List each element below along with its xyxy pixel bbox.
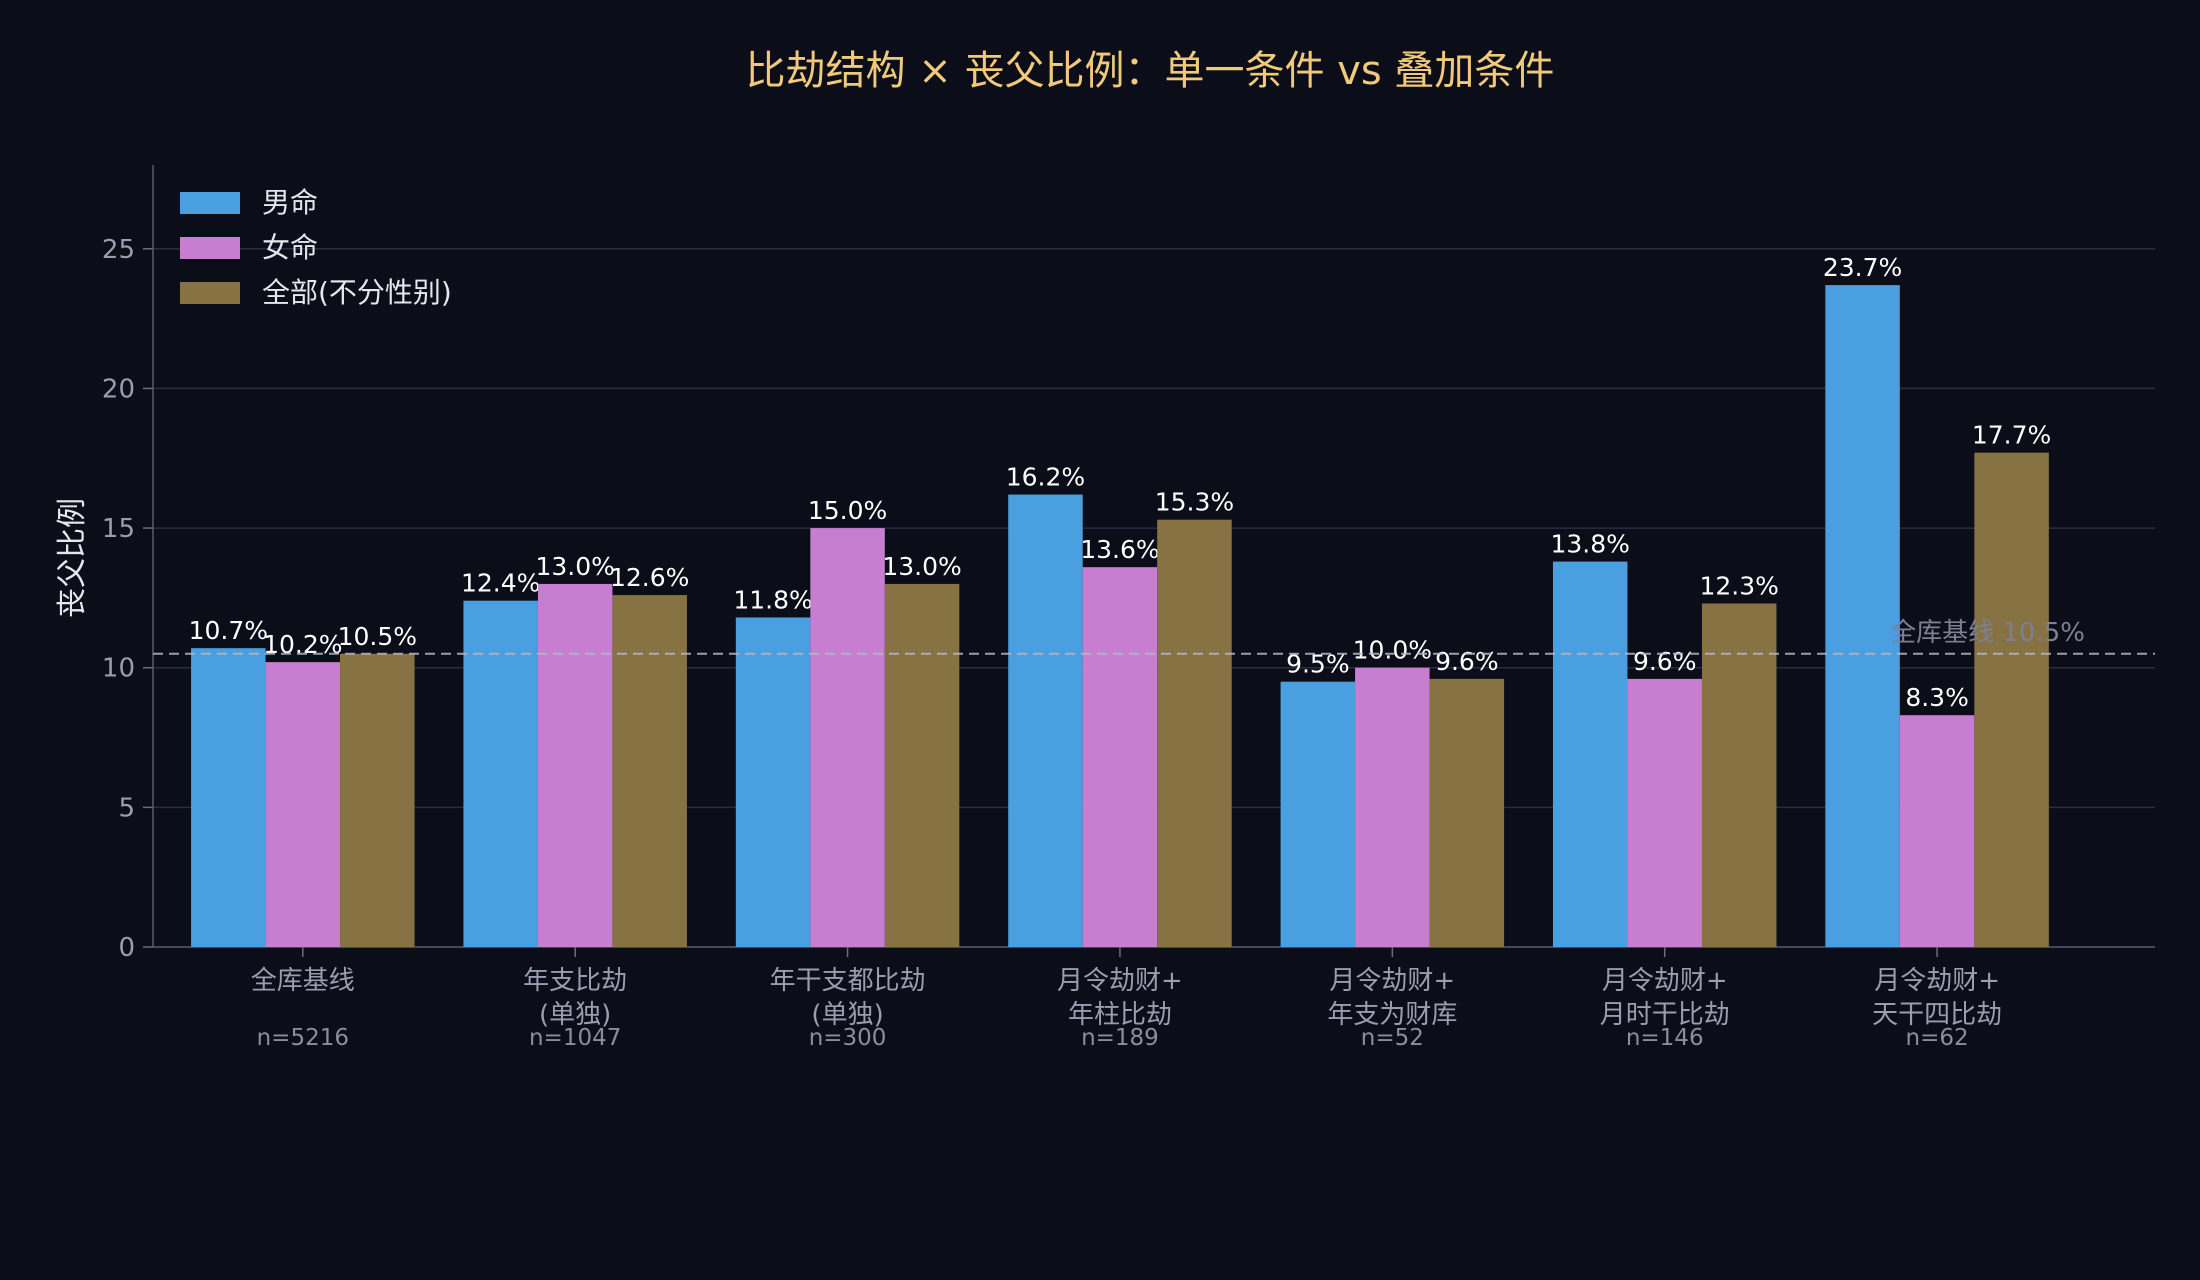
- y-axis-label: 丧父比例: [55, 498, 90, 618]
- bar: [1627, 678, 1702, 947]
- bar: [1701, 603, 1777, 947]
- bar: [265, 662, 341, 947]
- value-label: 15.0%: [808, 496, 887, 525]
- bar: [1552, 561, 1628, 947]
- sample-size-label: n=52: [1361, 1025, 1424, 1051]
- bar: [1899, 715, 1975, 947]
- sample-size-label: n=189: [1081, 1025, 1159, 1051]
- bar: [1825, 285, 1900, 947]
- value-label: 9.6%: [1435, 647, 1499, 676]
- legend-swatch: [180, 282, 240, 304]
- y-tick-label: 5: [118, 793, 135, 823]
- bar: [340, 653, 415, 947]
- value-label: 12.3%: [1700, 571, 1779, 600]
- chart-title: 比劫结构 × 丧父比例：单一条件 vs 叠加条件: [746, 48, 1555, 94]
- x-tick-label: 年柱比劫: [1068, 1000, 1172, 1030]
- sample-size-label: n=62: [1906, 1025, 1969, 1051]
- y-tick-label: 25: [102, 235, 135, 265]
- bar: [1157, 519, 1232, 947]
- x-tick-label: 全库基线: [251, 966, 355, 996]
- legend-swatch: [180, 192, 240, 214]
- legend-label: 男命: [262, 186, 318, 219]
- x-tick-label: 年干支都比劫: [770, 966, 926, 996]
- sample-size-label: n=300: [809, 1025, 887, 1051]
- value-label: 13.6%: [1080, 535, 1159, 564]
- bar: [463, 600, 538, 947]
- value-label: 12.4%: [461, 569, 540, 598]
- bar: [1355, 667, 1430, 947]
- bar: [191, 648, 266, 947]
- x-tick-label: 月令劫财+: [1057, 966, 1183, 996]
- bar: [735, 617, 811, 947]
- value-label: 10.0%: [1353, 636, 1432, 665]
- value-label: 11.8%: [733, 585, 812, 614]
- bar: [1429, 678, 1505, 947]
- x-tick-label: 月令劫财+: [1602, 966, 1728, 996]
- value-label: 10.2%: [263, 630, 342, 659]
- bar: [1974, 452, 2049, 947]
- x-tick-label: (单独): [539, 1000, 611, 1030]
- bar: [810, 528, 885, 947]
- value-label: 13.0%: [882, 552, 961, 581]
- legend-label: 女命: [262, 231, 318, 264]
- value-label: 8.3%: [1905, 683, 1969, 712]
- value-label: 12.6%: [610, 563, 689, 592]
- x-tick-label: 年支比劫: [523, 966, 627, 996]
- value-label: 16.2%: [1006, 463, 1085, 492]
- bar: [1008, 494, 1083, 947]
- y-tick-label: 15: [102, 514, 135, 544]
- x-tick-label: 月令劫财+: [1874, 966, 2000, 996]
- baseline-label: 全库基线 10.5%: [1890, 618, 2085, 648]
- y-tick-label: 20: [102, 374, 135, 404]
- x-tick-label: 月时干比劫: [1600, 1000, 1730, 1030]
- sample-size-label: n=5216: [257, 1025, 349, 1051]
- x-tick-label: 月令劫财+: [1329, 966, 1455, 996]
- value-label: 13.0%: [535, 552, 614, 581]
- legend-label: 全部(不分性别): [262, 276, 452, 309]
- bar: [1280, 681, 1356, 947]
- bar: [537, 583, 613, 947]
- x-tick-label: 天干四比劫: [1872, 1000, 2002, 1030]
- plot-area: 0 5 10 15 20 25 10.7%10.2%10.5% 全库基线 n=5216 12.4%…: [102, 165, 2155, 1051]
- value-label: 10.7%: [189, 616, 268, 645]
- legend-swatch: [180, 237, 240, 259]
- value-label: 15.3%: [1155, 488, 1234, 517]
- x-tick-label: (单独): [811, 1000, 883, 1030]
- x-tick-label: 年支为财库: [1327, 1000, 1457, 1030]
- value-label: 10.5%: [338, 622, 417, 651]
- value-label: 17.7%: [1972, 421, 2051, 450]
- bar: [1082, 567, 1158, 947]
- bar: [884, 583, 960, 947]
- sample-size-label: n=146: [1626, 1025, 1704, 1051]
- value-label: 13.8%: [1551, 530, 1630, 559]
- y-tick-label: 0: [118, 933, 135, 963]
- sample-size-label: n=1047: [529, 1025, 621, 1051]
- value-label: 23.7%: [1823, 253, 1902, 282]
- bar: [612, 595, 687, 947]
- y-tick-label: 10: [102, 654, 135, 684]
- value-label: 9.6%: [1633, 647, 1697, 676]
